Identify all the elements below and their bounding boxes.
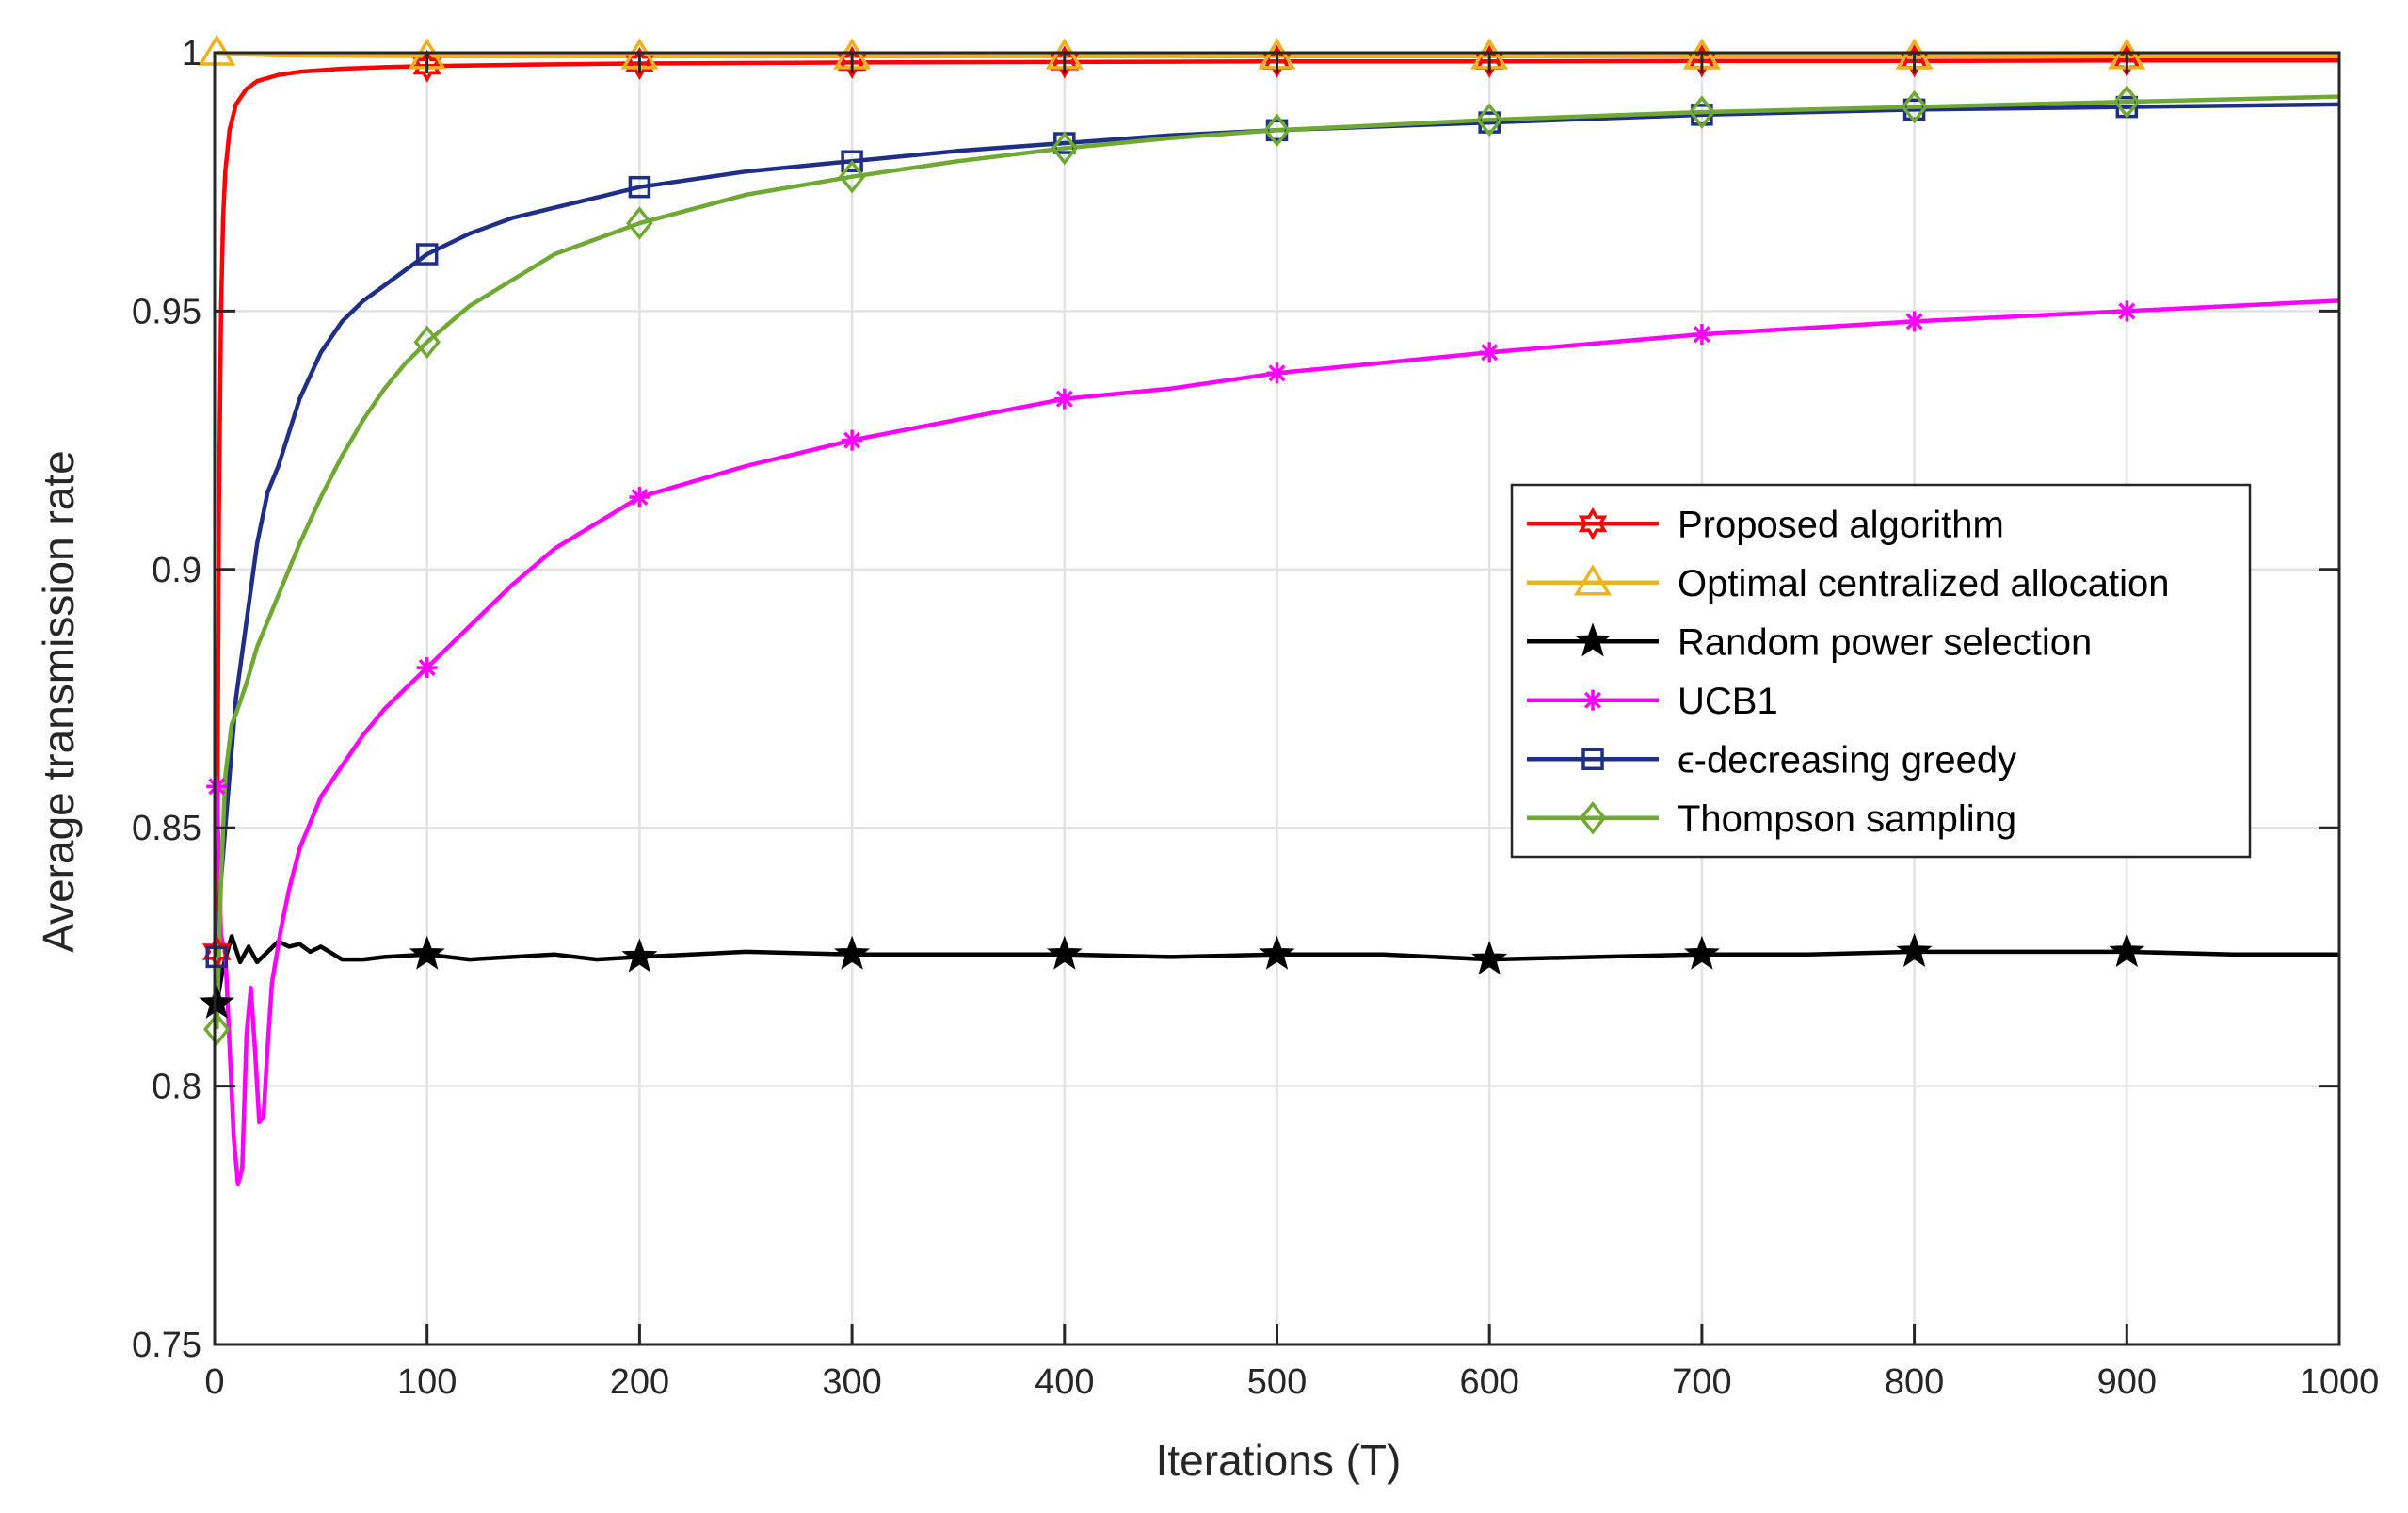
series-3-marker (621, 938, 658, 973)
series-4-marker (416, 657, 438, 679)
y-tick-label: 1 (182, 34, 201, 73)
series-6-marker (838, 159, 866, 194)
series-3-marker (2109, 932, 2145, 968)
series-1-marker (1900, 44, 1929, 78)
series-3-marker (409, 935, 445, 970)
legend-marker-1 (1578, 507, 1608, 540)
legend-box (1510, 483, 2252, 859)
series-5-marker (205, 945, 229, 969)
legend-marker-5 (1581, 748, 1604, 770)
y-tick-label: 0.8 (152, 1068, 201, 1107)
x-tick-label: 400 (1035, 1362, 1094, 1402)
series-1-marker (1262, 44, 1292, 78)
series-4-marker (1479, 342, 1501, 363)
x-tick-label: 800 (1885, 1362, 1944, 1402)
legend-label-5: ϵ-decreasing greedy (1678, 739, 2016, 781)
x-axis-label: Iterations (T) (1156, 1436, 1402, 1485)
legend-marker-4 (1582, 689, 1603, 711)
y-tick-label: 0.75 (132, 1326, 201, 1365)
x-tick-label: 300 (822, 1362, 881, 1402)
legend-label-1: Proposed algorithm (1678, 504, 2004, 545)
legend-marker-2 (1573, 564, 1613, 596)
series-6-marker (1475, 103, 1503, 137)
series-line-1 (215, 57, 2339, 952)
series-3-marker (1896, 932, 1933, 968)
legend-marker-6 (1579, 800, 1607, 835)
y-tick-label: 0.95 (132, 292, 201, 331)
series-line-4 (215, 298, 2340, 1187)
x-tick-label: 700 (1672, 1362, 1731, 1402)
series-6-marker (1688, 95, 1716, 129)
series-4-marker (842, 429, 863, 451)
series-1-marker (837, 45, 867, 79)
series-1-marker (1475, 44, 1504, 78)
series-3-marker (199, 984, 235, 1019)
series-4-marker (1053, 388, 1075, 410)
legend-label-3: Random power selection (1678, 621, 2092, 663)
x-tick-label: 200 (610, 1362, 669, 1402)
y-axis-label: Average transmission rate (34, 450, 83, 953)
series-5-marker (628, 175, 651, 199)
series-3-marker (1683, 935, 1720, 970)
series-5-marker (841, 150, 863, 172)
legend-marker-3 (1575, 622, 1611, 657)
series-6-marker (1263, 113, 1291, 148)
series-3-marker (1046, 935, 1083, 970)
series-1-marker (1050, 45, 1079, 79)
series-3-marker (834, 935, 871, 970)
series-4-marker (2116, 300, 2138, 322)
series-6-marker (1051, 131, 1079, 166)
series-6-marker (1901, 89, 1928, 124)
series-4-marker (206, 776, 228, 797)
series-6-marker (203, 1012, 231, 1047)
series-3-marker (1471, 941, 1508, 975)
series-1-marker (1687, 44, 1717, 78)
series-6-marker (626, 206, 653, 240)
legend-label-2: Optimal centralized allocation (1678, 563, 2169, 604)
legend-label-4: UCB1 (1678, 681, 1778, 722)
series-6-marker (413, 325, 441, 360)
x-tick-label: 500 (1247, 1362, 1307, 1402)
series-4-marker (1903, 311, 1925, 332)
y-tick-label: 0.9 (152, 551, 201, 590)
x-tick-label: 100 (397, 1362, 457, 1402)
y-tick-label: 0.85 (132, 809, 201, 848)
x-tick-label: 1000 (2300, 1362, 2380, 1402)
x-tick-label: 600 (1459, 1362, 1518, 1402)
legend-label-6: Thompson sampling (1678, 798, 2016, 840)
series-4-marker (629, 486, 650, 507)
series-3-marker (1259, 935, 1295, 970)
x-tick-label: 900 (2097, 1362, 2157, 1402)
series-5-marker (415, 243, 439, 266)
series-4-marker (1691, 324, 1712, 346)
series-4-marker (1266, 362, 1288, 384)
series-2-marker (198, 34, 236, 66)
x-tick-label: 0 (204, 1362, 224, 1402)
series-6-marker (2113, 85, 2141, 119)
series-line-6 (215, 94, 2340, 1030)
